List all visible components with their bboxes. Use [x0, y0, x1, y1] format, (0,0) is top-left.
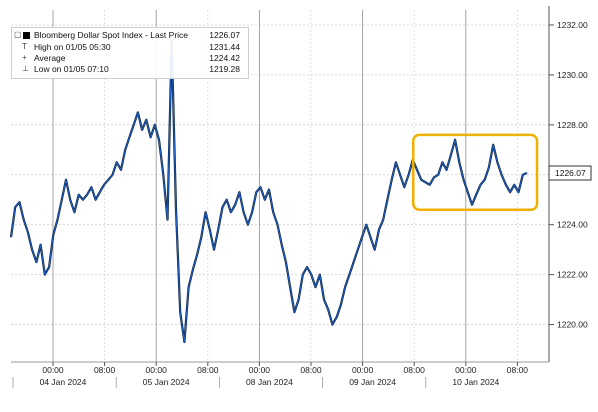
x-tick-time-label: 00:00: [352, 365, 374, 375]
y-tick-label: 1222.00: [557, 270, 588, 280]
series-line: [10, 39, 528, 343]
legend: ▢ Bloomberg Dollar Spot Index - Last Pri…: [11, 27, 249, 79]
legend-average-value: 1224.42: [209, 53, 240, 63]
legend-high-label: High on 01/05 05:30: [34, 42, 111, 52]
legend-low-value: 1219.28: [209, 64, 240, 74]
y-tick-label: 1220.00: [557, 320, 588, 330]
x-tick-time-label: 08:00: [94, 365, 116, 375]
legend-high-value: 1231.44: [209, 42, 240, 52]
legend-average-row: + Average 1224.42: [12, 53, 248, 65]
x-tick-date-label: 10 Jan 2024: [452, 377, 499, 387]
low-marker-icon: ⊥: [22, 64, 29, 73]
legend-title: Bloomberg Dollar Spot Index - Last Price: [34, 30, 189, 40]
legend-low-label: Low on 01/05 07:10: [34, 64, 109, 74]
last-price-label: 1226.07: [555, 168, 586, 178]
y-tick-label: 1232.00: [557, 20, 588, 30]
y-tick-label: 1224.00: [557, 220, 588, 230]
y-tick-label: 1230.00: [557, 70, 588, 80]
x-tick-time-label: 08:00: [507, 365, 529, 375]
legend-average-label: Average: [34, 53, 66, 63]
x-tick-time-label: 08:00: [300, 365, 322, 375]
x-tick-time-label: 08:00: [197, 365, 219, 375]
x-tick-time-label: 00:00: [42, 365, 64, 375]
x-tick-time-label: 00:00: [146, 365, 168, 375]
x-tick-date-label: 09 Jan 2024: [349, 377, 396, 387]
x-tick-time-label: 00:00: [249, 365, 271, 375]
legend-black-square-icon: [23, 32, 30, 39]
axis-layer: 1220.001222.001224.001226.001228.001230.…: [11, 6, 592, 388]
legend-high-row: T High on 01/05 05:30 1231.44: [12, 42, 248, 54]
highlight-layer: [412, 133, 539, 211]
series-layer: [9, 38, 528, 344]
x-tick-date-label: 05 Jan 2024: [143, 377, 190, 387]
last-price-tag: [548, 165, 592, 181]
legend-low-row: ⊥ Low on 01/05 07:10 1219.28: [12, 64, 248, 76]
y-tick-label: 1228.00: [557, 120, 588, 130]
legend-title-value: 1226.07: [209, 30, 240, 40]
x-tick-time-label: 08:00: [404, 365, 426, 375]
x-tick-date-label: 08 Jan 2024: [246, 377, 293, 387]
average-marker-icon: +: [22, 53, 27, 62]
legend-title-row: ▢ Bloomberg Dollar Spot Index - Last Pri…: [12, 30, 248, 42]
high-marker-icon: T: [22, 42, 27, 51]
legend-checkbox-icon: ▢: [14, 30, 22, 39]
x-tick-date-label: 04 Jan 2024: [40, 377, 87, 387]
highlight-box: [412, 133, 539, 211]
x-tick-time-label: 00:00: [455, 365, 477, 375]
